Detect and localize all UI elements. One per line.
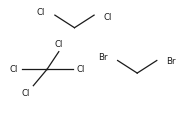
Text: Cl: Cl [37, 8, 45, 17]
Text: Br: Br [167, 57, 176, 66]
Text: Cl: Cl [55, 40, 63, 49]
Text: Cl: Cl [21, 89, 29, 98]
Text: Cl: Cl [76, 65, 85, 74]
Text: Cl: Cl [104, 13, 112, 22]
Text: Cl: Cl [9, 65, 18, 74]
Text: Br: Br [98, 53, 108, 62]
